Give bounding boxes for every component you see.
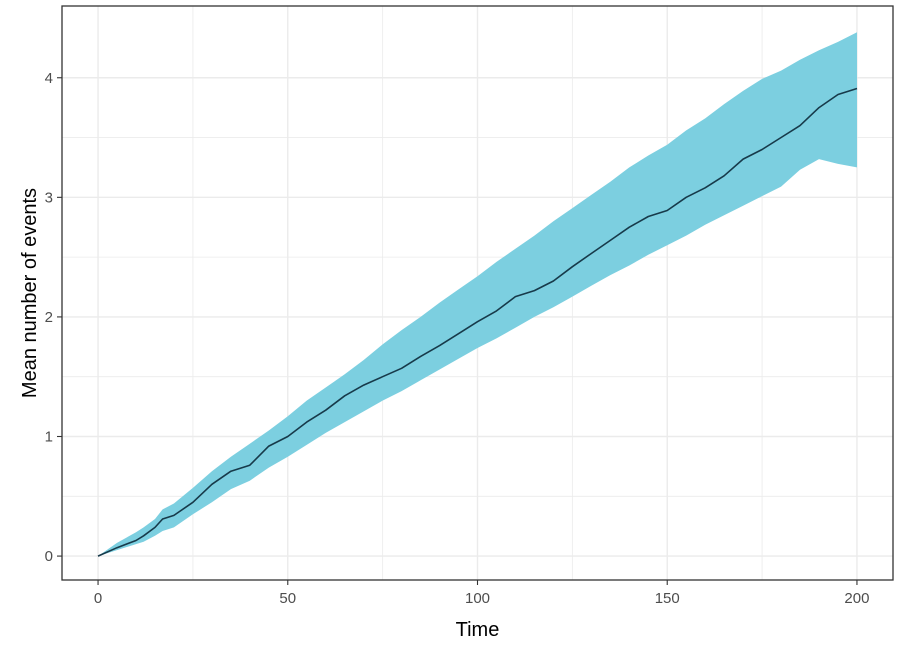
confidence-band (98, 32, 857, 557)
y-axis-title: Mean number of events (19, 188, 41, 398)
y-axis: 0 1 2 3 4 (45, 70, 62, 565)
y-tick-label: 3 (45, 189, 53, 206)
y-tick-label: 4 (45, 70, 53, 87)
y-tick-label: 1 (45, 429, 53, 446)
x-tick-label: 0 (94, 590, 102, 607)
x-axis: 0 50 100 150 200 (94, 580, 869, 607)
x-tick-label: 50 (279, 590, 296, 607)
x-axis-title: Time (456, 619, 500, 641)
mean-line-layer (97, 87, 858, 557)
mean-line (97, 87, 858, 557)
y-tick-label: 0 (45, 548, 53, 565)
x-tick-label: 150 (655, 590, 680, 607)
x-tick-label: 100 (465, 590, 490, 607)
x-tick-label: 200 (844, 590, 869, 607)
y-tick-label: 2 (45, 309, 53, 326)
confidence-band-layer (98, 32, 857, 557)
